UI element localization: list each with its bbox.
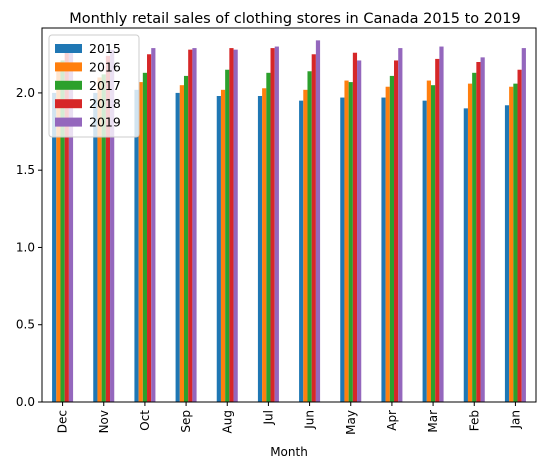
bar-2019-jun — [315, 40, 321, 403]
x-tick-label-mar: Mar — [426, 410, 440, 433]
bar-2018-jul — [270, 48, 275, 403]
x-tick-label-nov: Nov — [97, 410, 111, 433]
y-tick-label: 1.5 — [16, 163, 35, 177]
bar-2019-nov — [110, 49, 115, 402]
legend-label-2017: 2017 — [89, 78, 121, 93]
bar-2018-mar — [435, 58, 440, 402]
bar-2016-jan — [509, 86, 514, 402]
bar-2019-oct — [151, 48, 156, 403]
legend-swatch-2018 — [55, 99, 82, 109]
legend-swatch-2015 — [55, 44, 82, 53]
bar-2015-aug — [216, 96, 221, 402]
bar-2016-jul — [262, 88, 267, 403]
bar-2018-dec — [64, 52, 69, 402]
bar-2015-may — [340, 97, 345, 403]
bar-2019-sep — [192, 48, 197, 403]
y-axis: 0.0 0.5 1.0 1.5 2.0 — [16, 86, 42, 409]
y-tick-label: 0.0 — [16, 395, 35, 409]
plot-frame — [41, 27, 537, 403]
bar-2017-jan — [513, 83, 518, 402]
bar-2018-sep — [188, 49, 193, 402]
x-tick-label-jul: Jul — [261, 410, 275, 425]
bar-2016-may — [344, 80, 349, 403]
bar-2019-aug — [233, 49, 238, 402]
legend-swatch-2019 — [55, 117, 82, 127]
legend-swatch-2016 — [55, 62, 82, 72]
legend: 2015 2016 2017 2018 2019 — [48, 34, 140, 138]
bar-2015-sep — [175, 92, 180, 402]
y-tick-label: 0.5 — [16, 318, 35, 332]
bar-2018-oct — [147, 54, 152, 403]
bar-2017-jun — [307, 71, 312, 403]
bar-2019-apr — [398, 48, 403, 403]
bar-2017-sep — [183, 75, 189, 402]
bar-2017-dec — [60, 60, 65, 402]
bar-2015-nov — [93, 92, 98, 402]
bar-2016-dec — [56, 62, 61, 402]
x-tick-label-aug: Aug — [220, 410, 234, 433]
bar-2017-apr — [389, 75, 395, 402]
bar-2017-mar — [430, 85, 436, 403]
legend-label-2016: 2016 — [89, 59, 121, 74]
x-tick-label-oct: Oct — [138, 410, 152, 431]
bar-2016-sep — [179, 85, 184, 403]
x-axis-label: Month — [270, 445, 308, 459]
x-tick-label-feb: Feb — [467, 410, 481, 431]
bar-2016-oct — [138, 82, 143, 402]
bar-2019-jul — [274, 46, 279, 403]
bar-2018-feb — [476, 62, 481, 402]
x-tick-label-dec: Dec — [56, 410, 70, 433]
bar-2015-mar — [422, 100, 427, 402]
bar-2015-dec — [52, 92, 57, 402]
bar-2018-jun — [311, 54, 316, 403]
bars-layer — [52, 40, 526, 403]
bar-2015-jul — [257, 96, 263, 402]
y-tick-label: 1.0 — [16, 240, 35, 254]
x-tick-label-sep: Sep — [179, 410, 193, 433]
bar-2015-jan — [504, 105, 510, 403]
bar-2016-aug — [220, 89, 226, 402]
bar-2015-feb — [463, 108, 468, 403]
bar-2017-jul — [266, 72, 271, 402]
legend-box — [48, 34, 140, 138]
x-tick-label-apr: Apr — [385, 410, 399, 431]
bar-2017-nov — [101, 74, 106, 403]
x-tick-label-jun: Jun — [303, 410, 317, 430]
legend-swatch-2017 — [55, 80, 82, 90]
bar-2019-jan — [521, 48, 526, 403]
legend-label-2015: 2015 — [89, 41, 121, 56]
bar-2018-nov — [105, 55, 111, 402]
bar-2019-dec — [68, 46, 74, 403]
bar-2017-oct — [142, 72, 148, 402]
y-tick-label: 2.0 — [16, 86, 35, 100]
bar-2017-feb — [472, 72, 477, 402]
bar-2019-feb — [480, 57, 485, 403]
bar-2016-jun — [303, 89, 308, 402]
bar-2015-oct — [134, 89, 139, 402]
x-axis: Dec Nov Oct Sep Aug Jul Jun May Apr Mar Feb Jan — [56, 402, 522, 435]
bar-2016-nov — [97, 77, 102, 402]
bar-2015-apr — [381, 97, 386, 403]
legend-label-2019: 2019 — [89, 115, 121, 130]
bar-2017-aug — [225, 69, 230, 402]
legend-label-2018: 2018 — [89, 96, 121, 111]
x-tick-label-may: May — [344, 410, 358, 435]
x-tick-label-jan: Jan — [508, 410, 522, 430]
bar-2017-may — [348, 82, 353, 402]
bar-2019-mar — [439, 46, 444, 403]
bar-2018-aug — [229, 48, 234, 403]
bar-2016-mar — [426, 80, 431, 403]
bar-2016-feb — [467, 83, 473, 402]
bar-2016-apr — [385, 86, 390, 402]
bar-2015-jun — [299, 100, 304, 402]
bar-2019-may — [357, 60, 362, 402]
chart-title: Monthly retail sales of clothing stores … — [69, 11, 520, 27]
bar-2018-may — [352, 52, 358, 402]
bar-2018-jan — [517, 69, 522, 402]
bar-2018-apr — [394, 60, 399, 402]
